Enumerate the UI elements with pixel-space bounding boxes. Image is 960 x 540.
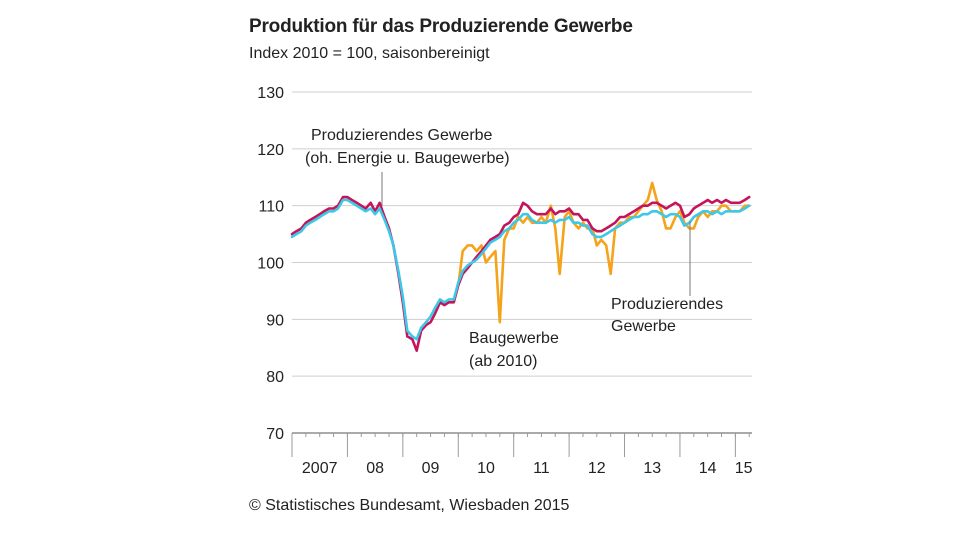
annotation-label-2: Produzierendes Gewerbe [611,296,728,335]
y-tick-label: 130 [257,85,284,102]
x-tick-label: 12 [588,460,606,477]
x-tick-label: 11 [533,460,550,477]
annotation-label-2-line-2: Gewerbe [611,318,676,335]
x-tick-label: 13 [643,460,661,477]
x-axis: 2007 08 09 10 11 12 13 14 15 [291,433,753,477]
x-tick-label: 15 [735,460,753,477]
series-layer [290,181,751,352]
chart-title: Produktion für das Produzierende Gewerbe [249,16,633,37]
grid-layer [292,91,752,434]
y-axis: 70 80 90 100 110 120 130 [257,85,284,443]
source-note: © Statistisches Bundesamt, Wiesbaden 201… [249,497,570,514]
annotation-label-1-line-2: (oh. Energie u. Baugewerbe) [305,150,510,167]
y-tick-label: 120 [257,142,284,159]
annotation-label-1: Produzierendes Gewerbe (oh. Energie u. B… [305,127,510,167]
annotation-label-2-line-1: Produzierendes [611,296,723,313]
series-line-3 [290,198,751,341]
x-tick-label: 08 [366,460,384,477]
annotation-layer: Produzierendes Gewerbe (oh. Energie u. B… [305,127,728,370]
annotation-label-3-line-2: (ab 2010) [469,353,538,370]
y-tick-label: 110 [258,199,284,216]
y-tick-label: 100 [257,256,284,273]
y-tick-label: 90 [266,312,284,329]
annotation-label-3: Baugewerbe (ab 2010) [469,330,563,370]
x-tick-label: 14 [699,460,717,477]
annotation-label-3-line-1: Baugewerbe [469,330,559,347]
y-tick-label: 70 [266,426,284,443]
y-tick-label: 80 [266,369,284,386]
chart-subtitle: Index 2010 = 100, saisonbereinigt [249,45,490,62]
x-tick-label: 10 [477,460,495,477]
x-tick-label: 09 [422,460,440,477]
x-tick-label: 2007 [302,460,338,477]
series-line-2 [290,195,751,352]
annotation-label-1-line-1: Produzierendes Gewerbe [311,127,493,144]
